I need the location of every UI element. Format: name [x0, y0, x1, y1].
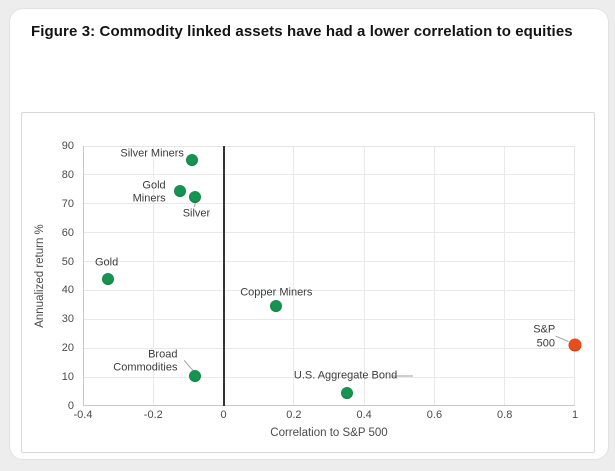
gridline-y-30 [83, 318, 575, 320]
gridline-y-80 [83, 174, 575, 176]
y-axis-tick-labels: 0 10 20 30 40 50 60 70 80 90 [50, 140, 74, 412]
point-label-copper-miners: Copper Miners [240, 286, 313, 299]
point-label-u-s-aggregate-bond: U.S. Aggregate Bond [293, 369, 398, 382]
y-tick-20: 20 [61, 342, 74, 355]
chart-panel: Annualized return % 0 10 20 30 40 50 60 70 80 90 … [21, 112, 595, 453]
gridline-x--0.2 [152, 146, 154, 406]
leader-line-silver [193, 202, 196, 208]
y-tick-60: 60 [61, 226, 74, 239]
x-axis-title: Correlation to S&P 500 [270, 427, 388, 439]
gridline-x-0.8 [504, 146, 506, 406]
y-axis-title: Annualized return % [34, 224, 46, 328]
axis-edge-left [83, 146, 84, 406]
figure-title: Figure 3: Commodity linked assets have h… [31, 23, 573, 40]
point-label-silver-miners: Silver Miners [120, 147, 184, 160]
plot-area: Silver Miners Gold Miners Silver Gold Copper… [83, 146, 582, 406]
x-tick-0: 0 [220, 409, 227, 421]
data-point-s-p-500 [568, 338, 582, 352]
data-point-u-s-aggregate-bond [340, 387, 353, 399]
x-tick-0.8: 0.8 [497, 409, 513, 421]
data-point-gold [101, 272, 114, 285]
gridline-y-70 [83, 203, 575, 205]
x-tick-1: 1 [571, 409, 579, 421]
x-tick-0.6: 0.6 [426, 409, 443, 421]
gridline-y-50 [83, 261, 575, 263]
gridline-y-10 [83, 376, 575, 378]
y-tick-90: 90 [61, 140, 74, 152]
gridline-x-0.4 [363, 146, 365, 406]
x-tick-0.4: 0.4 [356, 409, 372, 421]
data-point-silver-miners [185, 154, 198, 167]
axis-edge-right [574, 146, 575, 406]
x-tick--0.4: -0.4 [73, 409, 93, 421]
data-point-silver [189, 190, 202, 203]
data-point-copper-miners [270, 300, 283, 313]
y-tick-40: 40 [61, 284, 74, 297]
point-label-gold-miners: Gold Miners [132, 179, 166, 205]
x-tick--0.2: -0.2 [143, 409, 163, 421]
y-tick-80: 80 [61, 168, 74, 181]
data-point-gold-miners [173, 184, 186, 197]
y-tick-30: 30 [61, 313, 74, 326]
point-label-s-p-500: S&P 500 [533, 323, 556, 350]
gridline-y-60 [83, 232, 575, 234]
axis-edge-top [83, 146, 575, 147]
y-tick-10: 10 [61, 371, 74, 384]
leader-line-s-p-500 [555, 335, 569, 342]
gridline-y-40 [83, 289, 575, 291]
point-label-gold: Gold [94, 256, 119, 269]
point-label-broad-commodities: Broad Commodities [113, 348, 178, 374]
y-tick-0: 0 [67, 400, 74, 412]
gridline-y-20 [83, 347, 575, 349]
y-tick-50: 50 [61, 255, 74, 268]
gridline-x-0.6 [433, 146, 435, 406]
figure-card: Figure 3: Commodity linked assets have h… [9, 8, 609, 460]
axis-edge-bottom [83, 405, 575, 406]
data-point-broad-commodities [189, 369, 202, 382]
x-tick-0.2: 0.2 [286, 409, 302, 421]
gridline-x-0.2 [293, 146, 295, 406]
y-tick-70: 70 [61, 197, 74, 210]
point-label-silver: Silver [182, 206, 211, 219]
x-axis-tick-labels: -0.4 -0.2 0 0.2 0.4 0.6 0.8 1 [74, 409, 579, 425]
zero-reference-line [222, 146, 225, 406]
